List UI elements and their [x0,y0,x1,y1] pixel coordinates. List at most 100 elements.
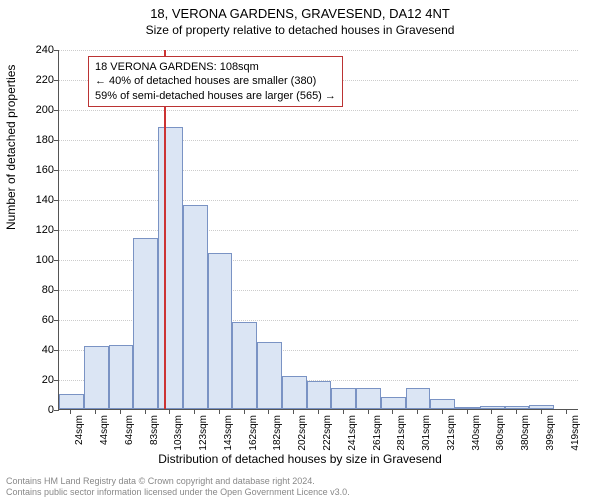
xtick-mark [417,409,418,414]
ytick-mark [54,380,59,381]
xtick-label: 24sqm [74,415,85,445]
xtick-label: 64sqm [124,415,135,445]
ytick-label: 180 [24,134,54,146]
xtick-label: 340sqm [471,415,482,451]
ytick-label: 80 [24,284,54,296]
histogram-bar [381,397,406,409]
xtick-label: 399sqm [545,415,556,451]
xtick-mark [343,409,344,414]
ytick-mark [54,140,59,141]
xtick-label: 360sqm [495,415,506,451]
annotation-line: ← 40% of detached houses are smaller (38… [95,74,336,88]
histogram-bar [455,407,480,409]
xtick-mark [145,409,146,414]
xtick-label: 143sqm [223,415,234,451]
gridline [59,170,578,171]
y-axis-label: Number of detached properties [4,65,18,230]
xtick-label: 241sqm [347,415,358,451]
gridline [59,110,578,111]
ytick-label: 220 [24,74,54,86]
ytick-label: 0 [24,404,54,416]
ytick-label: 200 [24,104,54,116]
xtick-label: 261sqm [372,415,383,451]
histogram-bar [257,342,282,410]
histogram-bar [356,388,381,409]
gridline [59,200,578,201]
xtick-label: 202sqm [297,415,308,451]
footer-attribution: Contains HM Land Registry data © Crown c… [6,476,350,498]
xtick-label: 182sqm [272,415,283,451]
xtick-mark [566,409,567,414]
ytick-label: 140 [24,194,54,206]
xtick-mark [95,409,96,414]
gridline [59,140,578,141]
histogram-bar [331,388,356,409]
ytick-label: 40 [24,344,54,356]
xtick-mark [120,409,121,414]
annotation-line: 59% of semi-detached houses are larger (… [95,89,336,103]
ytick-mark [54,410,59,411]
gridline [59,230,578,231]
xtick-mark [169,409,170,414]
footer-line-1: Contains HM Land Registry data © Crown c… [6,476,350,487]
ytick-mark [54,200,59,201]
xtick-mark [541,409,542,414]
ytick-mark [54,170,59,171]
histogram-bar [529,405,554,410]
ytick-mark [54,350,59,351]
xtick-label: 123sqm [198,415,209,451]
histogram-bar [158,127,183,409]
gridline [59,50,578,51]
histogram-bar [59,394,84,409]
xtick-mark [392,409,393,414]
x-axis-label: Distribution of detached houses by size … [0,452,600,466]
xtick-label: 83sqm [149,415,160,445]
histogram-bar [208,253,233,409]
histogram-bar [406,388,431,409]
xtick-mark [516,409,517,414]
histogram-bar [430,399,455,410]
histogram-bar [307,381,332,410]
annotation-line: 18 VERONA GARDENS: 108sqm [95,60,336,74]
ytick-mark [54,320,59,321]
chart-area: 18 VERONA GARDENS: 108sqm← 40% of detach… [58,50,578,410]
chart-container: 18, VERONA GARDENS, GRAVESEND, DA12 4NT … [0,0,600,500]
ytick-mark [54,290,59,291]
xtick-mark [268,409,269,414]
histogram-bar [232,322,257,409]
ytick-label: 120 [24,224,54,236]
xtick-label: 103sqm [173,415,184,451]
ytick-mark [54,50,59,51]
xtick-mark [368,409,369,414]
xtick-label: 321sqm [446,415,457,451]
xtick-label: 301sqm [421,415,432,451]
xtick-mark [244,409,245,414]
footer-line-2: Contains public sector information licen… [6,487,350,498]
histogram-bar [183,205,208,409]
chart-title: 18, VERONA GARDENS, GRAVESEND, DA12 4NT [0,0,600,21]
xtick-mark [194,409,195,414]
xtick-label: 44sqm [99,415,110,445]
chart-subtitle: Size of property relative to detached ho… [0,21,600,37]
ytick-mark [54,110,59,111]
xtick-label: 380sqm [520,415,531,451]
xtick-label: 222sqm [322,415,333,451]
xtick-mark [70,409,71,414]
ytick-label: 240 [24,44,54,56]
xtick-mark [491,409,492,414]
ytick-mark [54,260,59,261]
annotation-box: 18 VERONA GARDENS: 108sqm← 40% of detach… [88,56,343,107]
ytick-mark [54,230,59,231]
xtick-mark [219,409,220,414]
xtick-mark [293,409,294,414]
xtick-mark [467,409,468,414]
ytick-label: 60 [24,314,54,326]
histogram-bar [133,238,158,409]
xtick-label: 281sqm [396,415,407,451]
xtick-mark [318,409,319,414]
ytick-label: 160 [24,164,54,176]
histogram-bar [282,376,307,409]
xtick-label: 419sqm [570,415,581,451]
ytick-label: 100 [24,254,54,266]
xtick-label: 162sqm [248,415,259,451]
